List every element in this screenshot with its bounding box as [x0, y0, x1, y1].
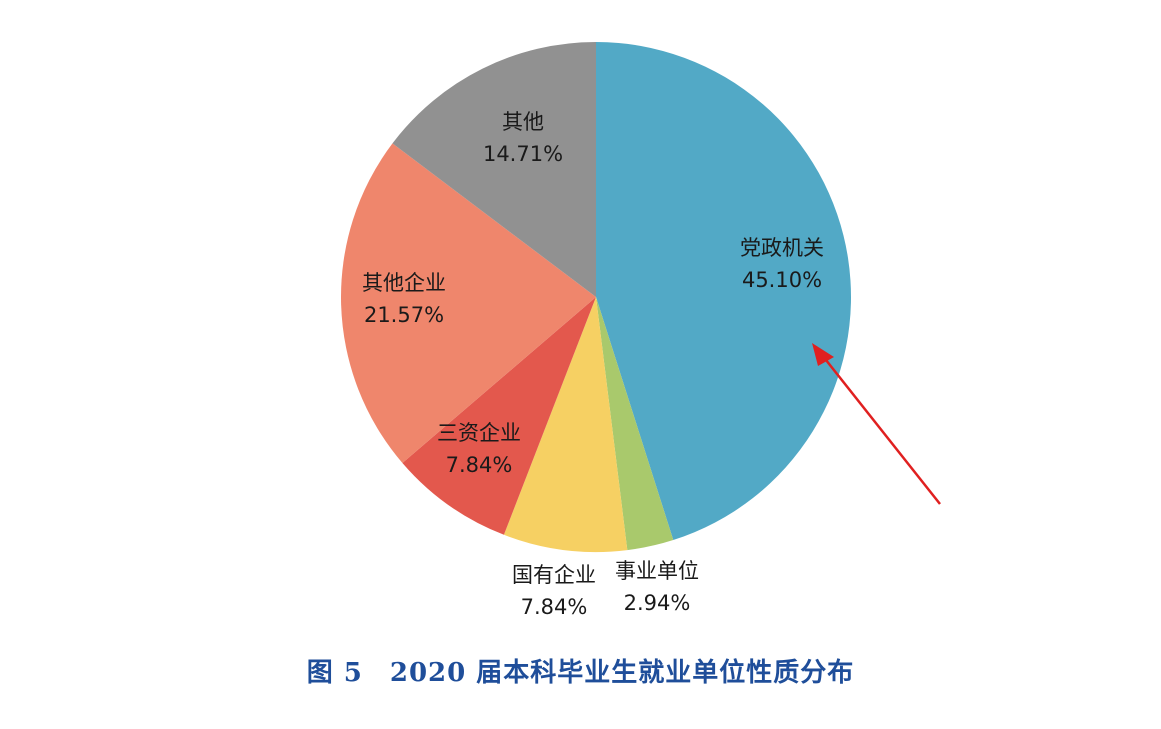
slice-label: 党政机关 — [740, 236, 824, 260]
arrow-head — [812, 343, 834, 366]
slice-percent-label: 45.10% — [742, 268, 822, 292]
pie-slice — [402, 297, 596, 535]
slice-percent-label: 7.84% — [446, 453, 513, 477]
slice-label: 事业单位 — [615, 559, 699, 583]
chart-caption: 图 5 2020 届本科毕业生就业单位性质分布 — [306, 658, 855, 688]
slice-label: 国有企业 — [512, 563, 596, 587]
slice-label: 三资企业 — [437, 421, 521, 445]
slice-label: 其他 — [502, 110, 544, 134]
pie-slice — [503, 297, 628, 553]
pie-slice — [596, 297, 674, 551]
slice-percent-label: 14.71% — [483, 142, 563, 166]
slice-percent-label: 7.84% — [521, 595, 588, 619]
pie-slice — [392, 42, 596, 297]
arrow-shaft — [821, 354, 941, 505]
pie-slices — [341, 42, 851, 553]
pie-slice — [341, 143, 596, 463]
slice-percent-label: 2.94% — [624, 591, 691, 615]
annotation-arrow — [812, 343, 941, 505]
pie-slice — [596, 42, 851, 541]
slice-percent-label: 21.57% — [364, 303, 444, 327]
slice-label: 其他企业 — [362, 271, 446, 295]
pie-labels: 党政机关 45.10% 事业单位 2.94% 国有企业 7.84% 三资企业 7.84% 其他企… — [362, 110, 824, 619]
